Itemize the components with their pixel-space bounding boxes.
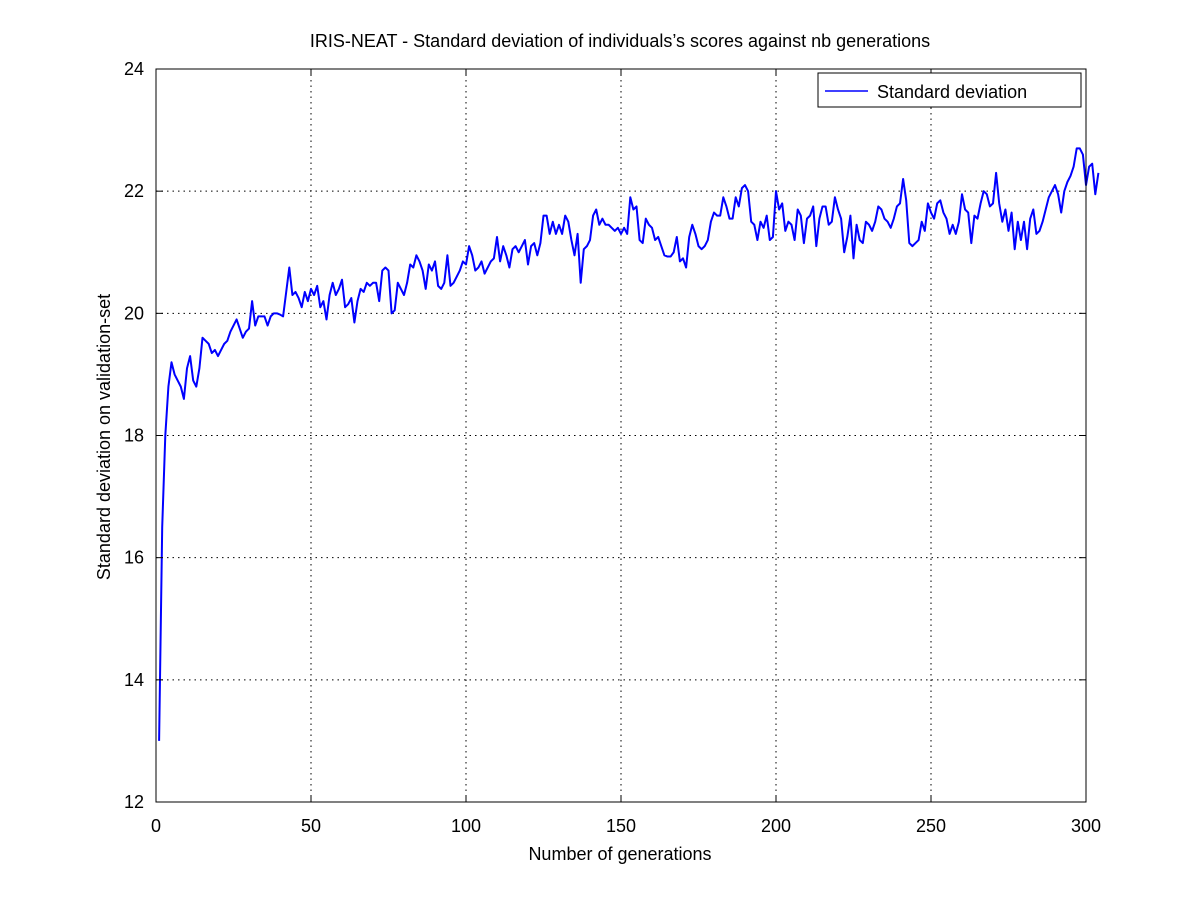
x-tick-label: 0 [151, 816, 161, 836]
y-tick-label: 16 [124, 548, 144, 568]
x-tick-label: 150 [606, 816, 636, 836]
y-tick-label: 12 [124, 792, 144, 812]
x-tick-label: 250 [916, 816, 946, 836]
x-tick-label: 100 [451, 816, 481, 836]
y-tick-label: 18 [124, 426, 144, 446]
x-tick-label: 300 [1071, 816, 1101, 836]
chart-title: IRIS-NEAT - Standard deviation of indivi… [310, 31, 930, 51]
legend: Standard deviation [817, 72, 1082, 108]
legend-box [817, 72, 1082, 108]
y-tick-label: 24 [124, 59, 144, 79]
y-tick-label: 14 [124, 670, 144, 690]
series-line-standard-deviation [158, 147, 1100, 741]
y-tick-label: 22 [124, 181, 144, 201]
legend-label: Standard deviation [877, 82, 1027, 102]
axis-ticks: 0 50 100 150 200 250 300 12 14 16 18 20 22 24 [124, 59, 1101, 836]
y-axis-label: Standard deviation on validation-set [94, 294, 114, 580]
x-tick-label: 50 [301, 816, 321, 836]
x-tick-label: 200 [761, 816, 791, 836]
series-layer [158, 147, 1100, 741]
x-axis-label: Number of generations [528, 844, 711, 864]
y-tick-label: 20 [124, 303, 144, 323]
